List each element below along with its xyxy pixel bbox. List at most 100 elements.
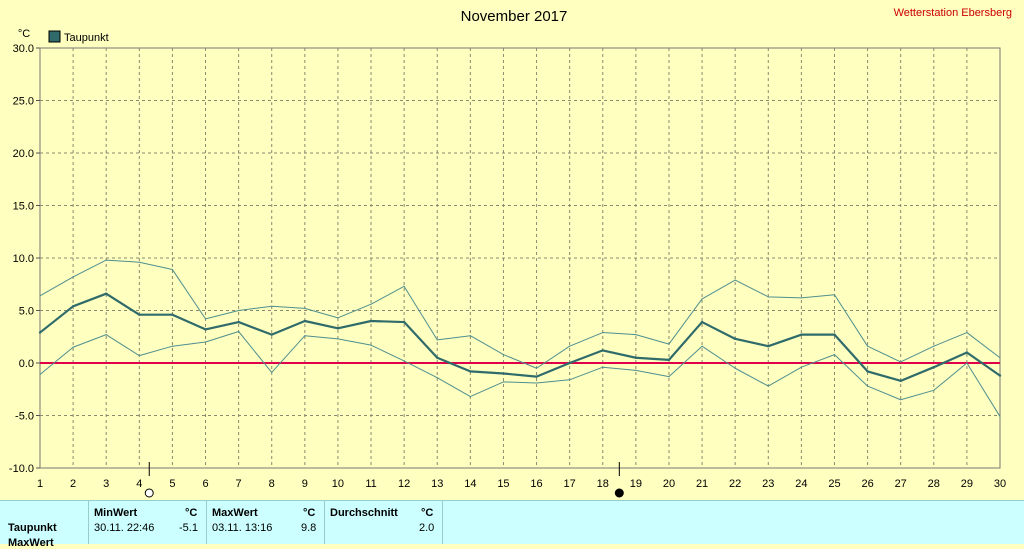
data-point-mean: [800, 333, 803, 336]
x-tick-label: 18: [597, 478, 609, 490]
data-point-max: [469, 335, 471, 337]
data-point-mean: [998, 374, 1002, 377]
data-point-min: [602, 366, 604, 368]
x-tick-label: 23: [762, 478, 774, 490]
x-tick-label: 21: [696, 478, 708, 490]
x-tick-label: 22: [729, 478, 741, 490]
data-point-mean: [833, 333, 836, 336]
data-point-min: [39, 373, 41, 376]
avg-value: 2.0: [419, 522, 435, 534]
data-point-mean: [270, 333, 273, 336]
x-tick-label: 19: [630, 478, 642, 490]
data-point-max: [238, 309, 240, 312]
data-point-max: [39, 295, 41, 297]
x-tick-label: 15: [497, 478, 509, 490]
data-point-max: [833, 294, 836, 296]
data-point-max: [701, 298, 703, 300]
full-moon-icon: [144, 488, 154, 498]
x-tick-label: 3: [103, 478, 109, 490]
data-point-min: [436, 377, 438, 379]
x-tick-label: 26: [861, 478, 873, 490]
data-point-min: [72, 346, 74, 348]
data-point-mean: [369, 319, 373, 323]
data-point-min: [337, 338, 339, 340]
data-point-max: [999, 357, 1001, 359]
x-tick-label: 20: [663, 478, 675, 490]
avg-header: Durchschnitt: [330, 507, 398, 519]
y-tick-label: 15.0: [13, 201, 34, 213]
data-point-min: [271, 371, 273, 374]
footer-divider: [442, 501, 443, 544]
x-tick-label: 8: [269, 478, 275, 490]
grid: [40, 48, 1000, 468]
chart-title: November 2017: [461, 8, 568, 25]
max-header: MaxWert: [212, 507, 258, 519]
data-point-mean: [336, 327, 340, 330]
max-time: 03.11. 13:16: [212, 522, 273, 534]
data-point-max: [900, 361, 902, 363]
x-tick-label: 30: [994, 478, 1006, 490]
data-point-mean: [767, 345, 770, 348]
data-point-max: [502, 354, 505, 356]
y-tick-label: -10.0: [9, 463, 34, 475]
data-point-max: [138, 261, 140, 263]
data-point-mean: [138, 313, 141, 316]
data-point-max: [734, 279, 736, 281]
data-point-max: [933, 345, 935, 347]
data-point-max: [403, 285, 405, 287]
data-point-min: [204, 341, 207, 343]
data-point-max: [72, 276, 74, 278]
data-point-mean: [38, 331, 42, 334]
min-header: MinWert: [94, 507, 138, 519]
data-point-max: [171, 268, 174, 271]
x-tick-label: 2: [70, 478, 76, 490]
data-point-mean: [601, 349, 604, 352]
x-tick-label: 5: [169, 478, 175, 490]
data-point-mean: [535, 375, 538, 378]
avg-unit: °C: [421, 507, 434, 519]
row2-label: MaxWert: [8, 537, 54, 549]
x-tick-label: 25: [828, 478, 840, 490]
min-time: 30.11. 22:46: [94, 522, 155, 534]
data-point-mean: [436, 356, 439, 359]
data-point-mean: [402, 320, 406, 324]
row-label: Taupunkt: [8, 522, 57, 534]
stats-footer: MinWert °C MaxWert °C Durchschnitt °C Ta…: [0, 500, 1024, 549]
min-value: -5.1: [179, 522, 198, 534]
data-point-min: [238, 330, 240, 333]
data-point-min: [800, 366, 802, 368]
data-point-max: [800, 297, 802, 299]
footer-divider: [206, 501, 207, 544]
data-point-mean: [634, 356, 638, 359]
data-point-min: [999, 415, 1001, 418]
series: [38, 259, 1002, 418]
data-point-mean: [700, 320, 704, 324]
y-unit-label: °C: [18, 28, 30, 40]
data-point-mean: [932, 366, 935, 369]
data-point-min: [304, 335, 306, 337]
data-point-min: [635, 369, 637, 371]
data-point-max: [635, 334, 637, 336]
data-point-max: [668, 343, 670, 345]
min-unit: °C: [185, 507, 198, 519]
footer-divider: [88, 501, 89, 544]
x-tick-label: 24: [795, 478, 807, 490]
data-point-max: [966, 331, 968, 334]
max-unit: °C: [303, 507, 316, 519]
x-tick-label: 28: [928, 478, 940, 490]
x-tick-label: 7: [236, 478, 242, 490]
legend-label: Taupunkt: [64, 32, 109, 44]
station-name: Wetterstation Ebersberg: [894, 7, 1012, 19]
x-axis-ticks: 1 2 3 4 5 6 7 8 9 10 11 12 13 14 15 16 17 18 19 20 21 22 23 24 2…: [37, 478, 1006, 490]
x-tick-label: 4: [136, 478, 142, 490]
data-point-mean: [965, 351, 969, 354]
data-point-mean: [568, 361, 571, 365]
data-point-mean: [105, 292, 108, 295]
new-moon-icon: [614, 488, 624, 498]
data-point-min: [767, 385, 769, 387]
data-point-max: [337, 317, 339, 319]
data-point-max: [304, 307, 306, 309]
data-point-mean: [204, 328, 207, 331]
data-point-min: [933, 389, 935, 391]
data-point-mean: [469, 370, 472, 373]
